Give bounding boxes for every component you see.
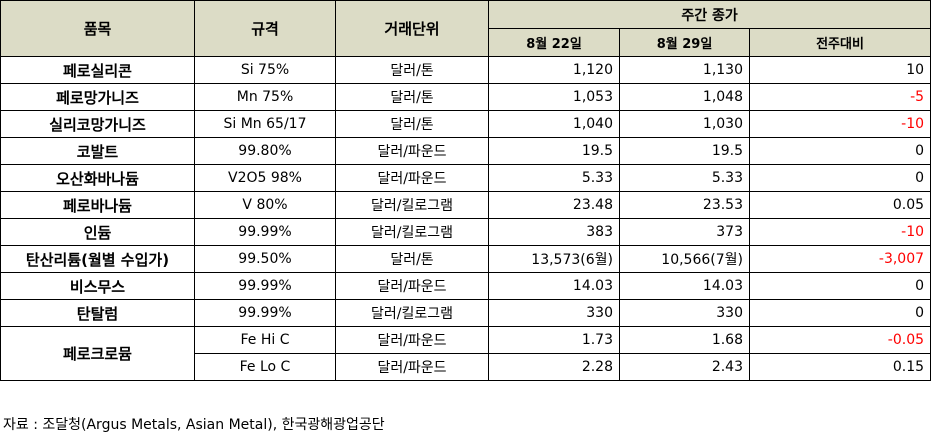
unit-cell: 달러/킬로그램 (335, 299, 489, 327)
spec-cell: 99.80% (194, 137, 336, 165)
item-name: 페로실리콘 (0, 56, 195, 84)
unit-cell: 달러/킬로그램 (335, 191, 489, 219)
spec-cell: V2O5 98% (194, 164, 336, 192)
spec-cell: Fe Hi C (194, 326, 336, 354)
table-row: 페로바나듐 V 80% 달러/킬로그램 23.48 23.53 0.05 (0, 191, 932, 219)
price-table: 품목 규격 거래단위 주간 종가 8월 22일 8월 29일 전주대비 페로실리… (0, 0, 932, 381)
week2-price: 373 (619, 218, 750, 246)
change-cell: -10 (748, 110, 932, 138)
unit-cell: 달러/파운드 (335, 137, 489, 165)
week2-price: 23.53 (619, 191, 750, 219)
unit-cell: 달러/톤 (335, 83, 489, 111)
header-week1: 8월 22일 (488, 28, 620, 57)
item-name: 페로망가니즈 (0, 83, 195, 111)
week1-price: 14.03 (488, 272, 620, 300)
spec-cell: Si 75% (194, 56, 336, 84)
unit-cell: 달러/톤 (335, 245, 489, 273)
spec-cell: 99.50% (194, 245, 336, 273)
table-row: Fe Lo C 달러/파운드 2.28 2.43 0.15 (1, 353, 932, 381)
table-row: 페로크로뮴 Fe Hi C 달러/파운드 1.73 1.68 -0.05 (0, 326, 932, 381)
week1-price: 1,053 (488, 83, 620, 111)
item-name: 비스무스 (0, 272, 195, 300)
item-name: 탄탈럼 (0, 299, 195, 327)
unit-cell: 달러/파운드 (335, 326, 489, 354)
week1-price: 5.33 (488, 164, 620, 192)
unit-cell: 달러/톤 (335, 110, 489, 138)
unit-cell: 달러/파운드 (335, 272, 489, 300)
week1-price: 383 (488, 218, 620, 246)
table-body: 페로실리콘 Si 75% 달러/톤 1,120 1,130 10 페로망가니즈 Mn 75% 달… (0, 56, 932, 381)
week2-price: 1,030 (619, 110, 750, 138)
item-name: 실리코망가니즈 (0, 110, 195, 138)
week1-price: 1.73 (488, 326, 620, 354)
table-row: 실리코망가니즈 Si Mn 65/17 달러/톤 1,040 1,030 -10 (0, 110, 932, 138)
week1-price: 23.48 (488, 191, 620, 219)
table-header: 품목 규격 거래단위 주간 종가 8월 22일 8월 29일 전주대비 (0, 0, 932, 57)
spec-cell: Fe Lo C (194, 353, 336, 381)
table-row: 탄산리튬(월별 수입가) 99.50% 달러/톤 13,573(6월) 10,566(7… (0, 245, 932, 273)
unit-cell: 달러/파운드 (335, 353, 489, 381)
change-cell: -10 (748, 218, 932, 246)
spec-cell: Si Mn 65/17 (194, 110, 336, 138)
week1-price: 2.28 (488, 353, 620, 381)
change-cell: 0.15 (748, 353, 932, 381)
week1-price: 19.5 (488, 137, 620, 165)
header-week2: 8월 29일 (619, 28, 750, 57)
spec-cell: Mn 75% (194, 83, 336, 111)
week2-price: 2.43 (619, 353, 750, 381)
spec-cell: 99.99% (194, 272, 336, 300)
item-name: 탄산리튬(월별 수입가) (0, 245, 195, 273)
spec-cell: 99.99% (194, 218, 336, 246)
unit-cell: 달러/킬로그램 (335, 218, 489, 246)
table-row: 인듐 99.99% 달러/킬로그램 383 373 -10 (0, 218, 932, 246)
week2-price: 1,048 (619, 83, 750, 111)
item-name: 페로크로뮴 (0, 326, 195, 381)
change-cell: 0 (748, 137, 932, 165)
table-row: 페로실리콘 Si 75% 달러/톤 1,120 1,130 10 (0, 56, 932, 84)
week2-price: 10,566(7월) (619, 245, 750, 273)
change-cell: 0 (748, 272, 932, 300)
header-item: 품목 (0, 0, 195, 57)
change-cell: 0 (748, 164, 932, 192)
item-name: 코발트 (0, 137, 195, 165)
spec-cell: V 80% (194, 191, 336, 219)
week2-price: 1,130 (619, 56, 750, 84)
week2-price: 1.68 (619, 326, 750, 354)
table-row: 비스무스 99.99% 달러/파운드 14.03 14.03 0 (0, 272, 932, 300)
change-cell: 10 (748, 56, 932, 84)
unit-cell: 달러/파운드 (335, 164, 489, 192)
header-change: 전주대비 (748, 28, 932, 57)
change-cell: 0.05 (748, 191, 932, 219)
table-row: 페로망가니즈 Mn 75% 달러/톤 1,053 1,048 -5 (0, 83, 932, 111)
item-name: 페로바나듐 (0, 191, 195, 219)
item-name: 오산화바나듐 (0, 164, 195, 192)
week2-price: 330 (619, 299, 750, 327)
week1-price: 330 (488, 299, 620, 327)
week2-price: 5.33 (619, 164, 750, 192)
header-weekly-close: 주간 종가 (487, 0, 932, 29)
item-name: 인듐 (0, 218, 195, 246)
change-cell: -0.05 (748, 326, 932, 354)
week2-price: 14.03 (619, 272, 750, 300)
change-cell: 0 (748, 299, 932, 327)
week1-price: 1,040 (488, 110, 620, 138)
week1-price: 1,120 (488, 56, 620, 84)
week2-price: 19.5 (619, 137, 750, 165)
source-note: 자료 : 조달청(Argus Metals, Asian Metal), 한국광… (3, 417, 385, 433)
header-spec: 규격 (194, 0, 336, 57)
change-cell: -3,007 (748, 245, 932, 273)
header-unit: 거래단위 (335, 0, 489, 57)
unit-cell: 달러/톤 (335, 56, 489, 84)
change-cell: -5 (748, 83, 932, 111)
spec-cell: 99.99% (194, 299, 336, 327)
table-row: 오산화바나듐 V2O5 98% 달러/파운드 5.33 5.33 0 (0, 164, 932, 192)
table-row: 코발트 99.80% 달러/파운드 19.5 19.5 0 (0, 137, 932, 165)
week1-price: 13,573(6월) (488, 245, 620, 273)
table-row: 탄탈럼 99.99% 달러/킬로그램 330 330 0 (0, 299, 932, 327)
